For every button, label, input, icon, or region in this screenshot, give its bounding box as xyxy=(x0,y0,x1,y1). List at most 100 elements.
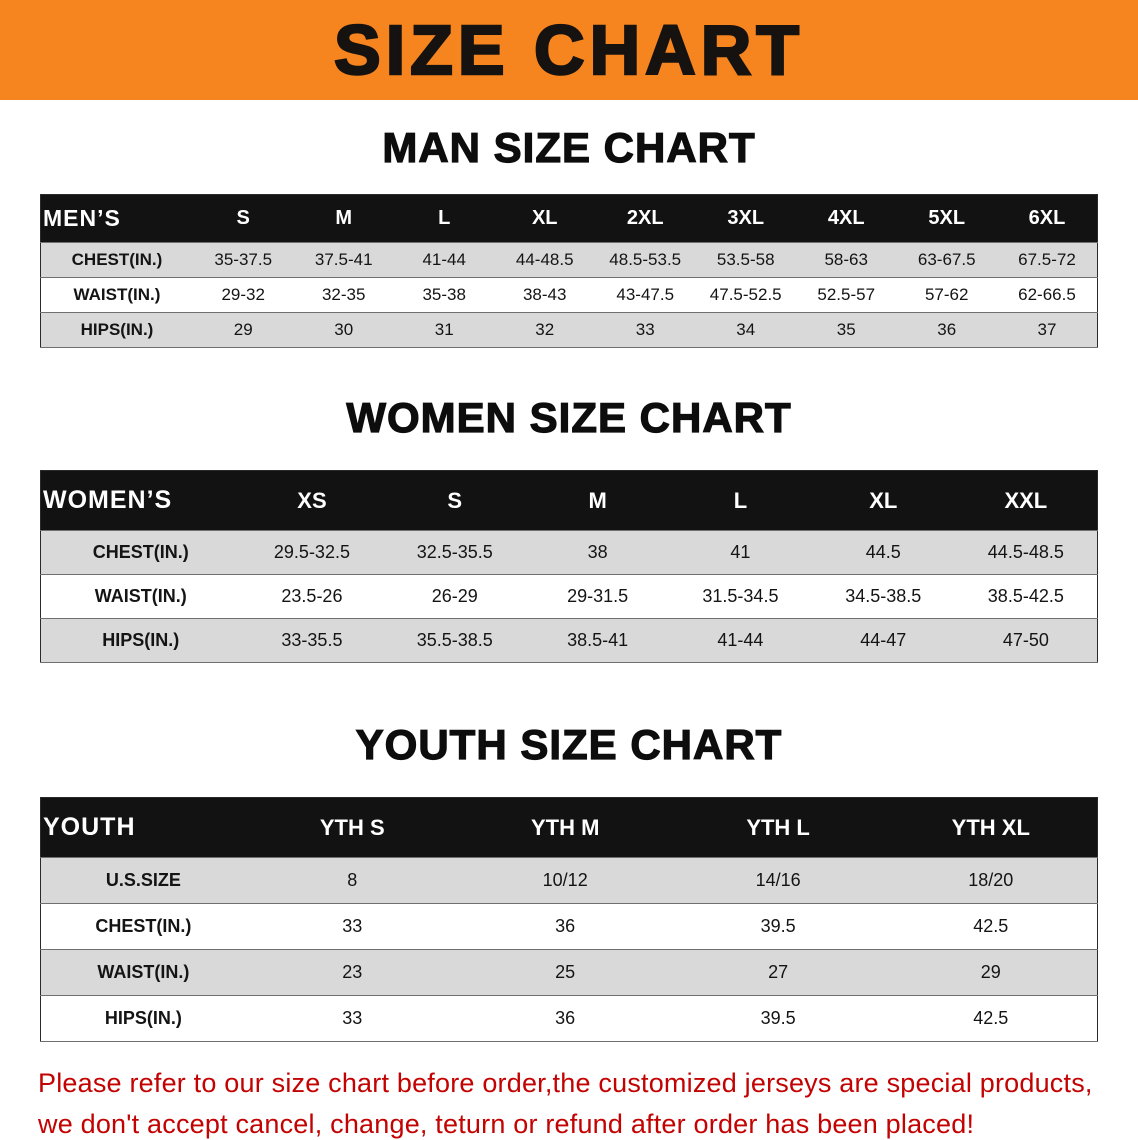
size-value-cell: 29 xyxy=(192,312,294,348)
size-value-cell: 23 xyxy=(245,949,459,996)
size-value-cell: 44.5 xyxy=(811,530,955,575)
table-row: WAIST(IN.) 23 25 27 29 xyxy=(40,949,1098,996)
row-label: CHEST(IN.) xyxy=(40,903,246,950)
size-value-cell: 35.5-38.5 xyxy=(383,618,527,663)
size-value-cell: 41-44 xyxy=(669,618,812,663)
size-value-cell: 31 xyxy=(393,312,495,348)
row-label: WAIST(IN.) xyxy=(40,574,241,619)
size-value-cell: 47.5-52.5 xyxy=(695,277,796,313)
size-column-header: XXL xyxy=(954,470,1098,531)
size-column-header: YTH M xyxy=(458,797,672,858)
table-row: HIPS(IN.) 29 30 31 32 33 34 35 36 37 xyxy=(40,312,1098,348)
size-value-cell: 52.5-57 xyxy=(795,277,897,313)
banner: SIZE CHART xyxy=(0,0,1138,100)
table-row: CHEST(IN.) 35-37.5 37.5-41 41-44 44-48.5 48.5… xyxy=(40,242,1098,278)
size-value-cell: 42.5 xyxy=(884,995,1098,1042)
disclaimer-line-1: Please refer to our size chart before or… xyxy=(38,1068,1093,1098)
size-column-header: 4XL xyxy=(795,194,897,243)
size-value-cell: 41-44 xyxy=(393,242,495,278)
row-label: U.S.SIZE xyxy=(40,857,246,904)
row-label: CHEST(IN.) xyxy=(40,530,241,575)
section-heading-women: WOMEN SIZE CHART xyxy=(346,393,792,441)
size-column-header: YTH XL xyxy=(884,797,1098,858)
size-value-cell: 36 xyxy=(896,312,997,348)
size-value-cell: 44.5-48.5 xyxy=(954,530,1098,575)
header-row: MEN’S S M L XL 2XL 3XL 4XL 5XL 6XL xyxy=(40,194,1098,243)
youth-size-section: YOUTH SIZE CHART YOUTH YTH S YTH M YTH L YTH… xyxy=(0,720,1138,1042)
size-value-cell: 27 xyxy=(671,949,885,996)
size-value-cell: 31.5-34.5 xyxy=(669,574,812,619)
page-title: SIZE CHART xyxy=(333,10,804,91)
size-value-cell: 53.5-58 xyxy=(695,242,796,278)
size-value-cell: 41 xyxy=(669,530,812,575)
size-value-cell: 35-37.5 xyxy=(192,242,294,278)
row-label: HIPS(IN.) xyxy=(40,312,193,348)
size-column-header: M xyxy=(526,470,670,531)
size-column-header: 5XL xyxy=(896,194,997,243)
size-column-header: YTH L xyxy=(671,797,885,858)
size-value-cell: 36 xyxy=(458,995,672,1042)
size-value-cell: 38.5-42.5 xyxy=(954,574,1098,619)
size-value-cell: 34 xyxy=(695,312,796,348)
size-value-cell: 37 xyxy=(996,312,1098,348)
size-value-cell: 29-32 xyxy=(192,277,294,313)
size-value-cell: 33 xyxy=(594,312,696,348)
table-corner-label: MEN’S xyxy=(40,194,193,243)
size-value-cell: 29 xyxy=(884,949,1098,996)
size-column-header: XL xyxy=(811,470,955,531)
table-corner-label: WOMEN’S xyxy=(40,470,241,531)
size-column-header: L xyxy=(669,470,812,531)
size-value-cell: 38-43 xyxy=(494,277,595,313)
size-value-cell: 8 xyxy=(245,857,459,904)
table-row: CHEST(IN.) 29.5-32.5 32.5-35.5 38 41 44.5 44.5… xyxy=(40,530,1098,575)
table-row: HIPS(IN.) 33-35.5 35.5-38.5 38.5-41 41-44 44-… xyxy=(40,618,1098,663)
size-value-cell: 63-67.5 xyxy=(896,242,997,278)
row-label: HIPS(IN.) xyxy=(40,618,241,663)
table-row: CHEST(IN.) 33 36 39.5 42.5 xyxy=(40,903,1098,950)
row-label: HIPS(IN.) xyxy=(40,995,246,1042)
size-value-cell: 57-62 xyxy=(896,277,997,313)
size-value-cell: 39.5 xyxy=(671,903,885,950)
mens-size-table: MEN’S S M L XL 2XL 3XL 4XL 5XL 6XL CHEST(IN.) 35-37… xyxy=(40,194,1098,348)
size-value-cell: 48.5-53.5 xyxy=(594,242,696,278)
size-value-cell: 43-47.5 xyxy=(594,277,696,313)
size-value-cell: 10/12 xyxy=(458,857,672,904)
section-heading-men: MAN SIZE CHART xyxy=(382,123,756,171)
table-row: U.S.SIZE 8 10/12 14/16 18/20 xyxy=(40,857,1098,904)
table-row: HIPS(IN.) 33 36 39.5 42.5 xyxy=(40,995,1098,1042)
youth-size-table: YOUTH YTH S YTH M YTH L YTH XL U.S.SIZE 8 10/12… xyxy=(40,797,1098,1042)
table-row: WAIST(IN.) 23.5-26 26-29 29-31.5 31.5-34.5 34… xyxy=(40,574,1098,619)
disclaimer-line-2: we don't accept cancel, change, teturn o… xyxy=(38,1109,975,1139)
size-value-cell: 29.5-32.5 xyxy=(240,530,384,575)
size-value-cell: 32 xyxy=(494,312,595,348)
table-corner-label: YOUTH xyxy=(40,797,246,858)
women-size-section: WOMEN SIZE CHART WOMEN’S XS S M L XL XXL CHEST(… xyxy=(0,393,1138,663)
size-value-cell: 58-63 xyxy=(795,242,897,278)
size-value-cell: 62-66.5 xyxy=(996,277,1098,313)
size-column-header: S xyxy=(383,470,527,531)
size-column-header: XS xyxy=(240,470,384,531)
row-label: WAIST(IN.) xyxy=(40,277,193,313)
size-value-cell: 35-38 xyxy=(393,277,495,313)
disclaimer: Please refer to our size chart before or… xyxy=(38,1068,1100,1140)
size-column-header: 2XL xyxy=(594,194,696,243)
size-value-cell: 35 xyxy=(795,312,897,348)
size-value-cell: 33-35.5 xyxy=(240,618,384,663)
table-row: WAIST(IN.) 29-32 32-35 35-38 38-43 43-47.5 47.… xyxy=(40,277,1098,313)
size-value-cell: 29-31.5 xyxy=(526,574,670,619)
size-value-cell: 14/16 xyxy=(671,857,885,904)
size-column-header: XL xyxy=(494,194,595,243)
size-value-cell: 42.5 xyxy=(884,903,1098,950)
size-column-header: 3XL xyxy=(695,194,796,243)
size-value-cell: 26-29 xyxy=(383,574,527,619)
size-value-cell: 25 xyxy=(458,949,672,996)
size-value-cell: 38.5-41 xyxy=(526,618,670,663)
size-column-header: S xyxy=(192,194,294,243)
size-value-cell: 30 xyxy=(293,312,394,348)
size-value-cell: 33 xyxy=(245,995,459,1042)
size-value-cell: 32-35 xyxy=(293,277,394,313)
section-heading-youth: YOUTH SIZE CHART xyxy=(355,720,783,768)
size-value-cell: 23.5-26 xyxy=(240,574,384,619)
size-value-cell: 38 xyxy=(526,530,670,575)
